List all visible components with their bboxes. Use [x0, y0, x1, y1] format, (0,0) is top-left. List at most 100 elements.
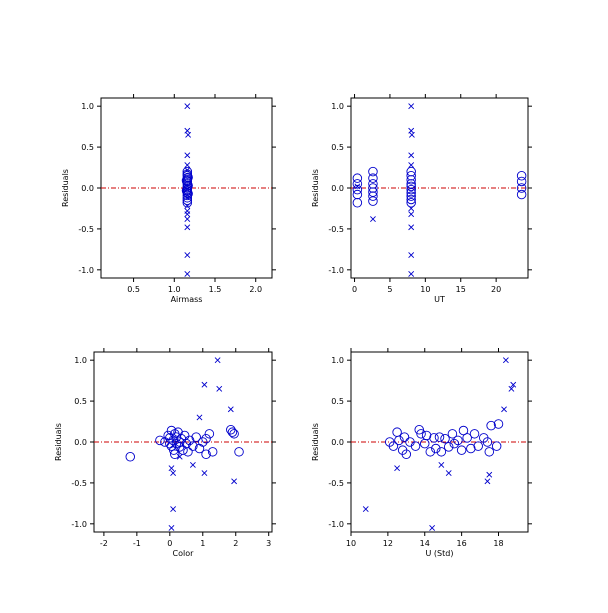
panel-4-x-point — [508, 385, 515, 392]
panel-1-circle-point — [182, 193, 193, 203]
panel-2-circle-point — [406, 188, 416, 198]
panel-3-x-point — [170, 470, 177, 477]
panel-4-circle-point — [392, 427, 402, 437]
panel-4-y-tick-label: 0.0 — [331, 438, 344, 447]
panel-3-y-axis-label: Residuals — [54, 423, 63, 461]
panel-4-y-tick-label: 0.5 — [331, 397, 344, 406]
panel-4-circle-point — [462, 433, 472, 443]
panel-1-circle-point — [182, 197, 193, 208]
panel-2-circle-point — [352, 197, 363, 208]
panel-4-circle-point — [436, 447, 447, 457]
panel-2-y-tick-label: 0.5 — [331, 143, 344, 152]
panel-4-x-point — [501, 406, 507, 413]
panel-2-y-tick-label: -0.5 — [328, 225, 344, 234]
panel-4-x-tick-label: 12 — [383, 539, 393, 548]
panel-2-circle-point — [406, 197, 416, 208]
panel-2-x-point — [408, 131, 415, 138]
panel-3-circle-point — [170, 449, 180, 460]
panel-2-x-point — [408, 162, 415, 169]
panel-2-circle-point — [368, 196, 378, 206]
panel-4-x-tick-label: 18 — [493, 539, 503, 548]
panel-1-x-point — [184, 216, 191, 223]
panel-2-x-point — [354, 183, 361, 190]
panel-3-x-point — [201, 381, 208, 388]
panel-1-x-point — [184, 203, 191, 209]
panel-2-circle-point — [516, 176, 527, 187]
panel-1-x-tick-label: 1.5 — [209, 285, 222, 294]
panel-4-x-point — [445, 470, 452, 477]
panel-4-x-point — [502, 357, 509, 364]
panel-3-circle-point — [183, 447, 193, 457]
panel-2-circle-point — [352, 184, 363, 195]
panel-2-x-axis-label: UT — [434, 295, 445, 304]
panel-4-circle-point — [429, 433, 439, 443]
panel-2-x-point — [408, 224, 415, 231]
panel-4-x-point — [510, 381, 517, 388]
panel-3-circle-point — [201, 433, 211, 444]
panel-2-x-tick-label: 0 — [352, 285, 357, 294]
panel-3-circle-point — [229, 429, 239, 439]
panel-4-circle-point — [410, 441, 421, 451]
panel-2-x-point — [408, 205, 415, 212]
panel-4-circle-point — [420, 438, 430, 449]
panel-3-x-point — [170, 506, 177, 513]
panel-3-y-tick-label: -1.0 — [71, 520, 87, 529]
panel-4-x-tick-label: 14 — [420, 539, 430, 548]
panel-2-x-point — [370, 216, 376, 223]
panel-2-circle-point — [368, 173, 378, 183]
panel-4-circle-point — [486, 420, 496, 431]
panel-4-x-axis-label: U (Std) — [426, 549, 454, 558]
panel-4-x-point — [429, 524, 436, 531]
panel-4-circle-point — [484, 447, 495, 457]
panel-3-x-axis-label: Color — [173, 549, 195, 558]
panel-3-x-point — [227, 406, 234, 413]
panel-3-circle-point — [166, 425, 177, 436]
panel-3-circle-point — [165, 438, 175, 449]
panel-4-x-point — [438, 461, 445, 468]
panel-2-y-axis-label: Residuals — [311, 169, 320, 207]
panel-3-y-tick-label: 1.0 — [74, 356, 87, 365]
panel-1-y-axis-label: Residuals — [61, 169, 70, 207]
panel-3-x-point — [196, 414, 203, 421]
panel-1-x-tick-label: 2.0 — [249, 285, 262, 294]
panel-2-circle-point — [368, 166, 378, 177]
panel-3-circle-point — [198, 437, 208, 447]
panel-3-circle-point — [188, 441, 198, 451]
panel-3-circle-point — [125, 451, 136, 462]
panel-3-circle-point — [184, 435, 195, 446]
panel-4-circle-point — [491, 441, 502, 451]
panel-2-y-tick-label: 1.0 — [331, 102, 344, 111]
panel-4-circle-point — [456, 445, 467, 455]
panel-3-x-point — [231, 478, 238, 485]
panel-1-x-point — [184, 103, 191, 110]
panel-3-x-point — [216, 385, 223, 392]
panel-2-circle-point — [406, 191, 416, 201]
panel-3-circle-point — [191, 432, 201, 442]
panel-2-x-tick-label: 10 — [420, 285, 430, 294]
panel-3-circle-point — [227, 427, 238, 437]
panel-2-circle-point — [516, 183, 527, 193]
panel-1-circle-point — [182, 195, 193, 206]
panel-3-x-tick-label: 3 — [266, 539, 271, 548]
panel-3-x-point — [176, 453, 183, 460]
panel-1-group: 0.5 1.0 1.5 2.0-1.0-0.50.00.51.0AirmassResi… — [61, 94, 276, 304]
panel-4-circle-point — [440, 433, 450, 444]
panel-1-circle-point — [181, 175, 192, 186]
panel-1-x-point — [184, 270, 191, 277]
panel-2-x-point — [408, 103, 415, 110]
panel-4-circle-point — [493, 419, 504, 429]
panel-3-circle-point — [194, 443, 205, 454]
panel-1-x-point — [184, 152, 191, 159]
panel-2-circle-point — [406, 181, 416, 192]
panel-4-x-point — [394, 465, 401, 472]
panel-2-circle-point — [368, 191, 378, 201]
panel-1-x-axis-label: Airmass — [171, 295, 203, 304]
panel-2-circle-point — [406, 175, 416, 185]
panel-4-y-axis-label: Residuals — [311, 423, 320, 461]
panel-3-circle-point — [207, 447, 218, 457]
panel-1-x-point — [184, 224, 191, 231]
panel-4-circle-point — [394, 435, 404, 446]
panel-1-x-tick-label: 0.5 — [127, 285, 140, 294]
panel-4-circle-point — [388, 441, 399, 451]
